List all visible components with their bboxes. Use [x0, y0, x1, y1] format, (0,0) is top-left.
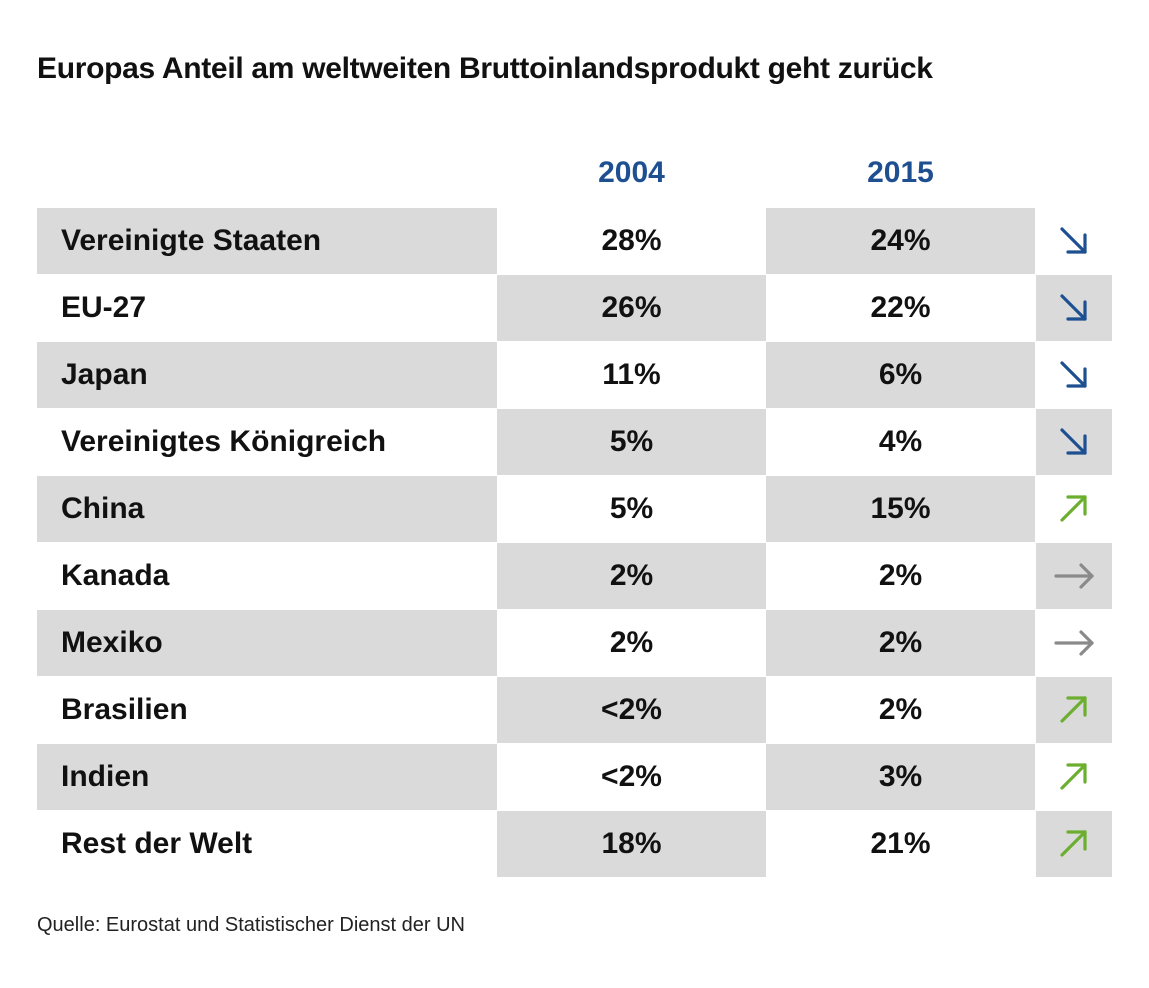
arrow-down-right-icon: [1060, 227, 1087, 254]
source-note: Quelle: Eurostat und Statistischer Diens…: [37, 914, 465, 936]
value-2004: 11%: [602, 358, 661, 391]
value-2015: 24%: [766, 208, 1035, 274]
value-2004: 5%: [609, 492, 654, 525]
value-2004: 2%: [497, 543, 766, 609]
arrow-up-right-icon: [1060, 696, 1087, 723]
row-label: Rest der Welt: [61, 827, 253, 860]
value-2015: 21%: [870, 827, 931, 860]
value-2004: 5%: [497, 409, 766, 475]
row-label: Vereinigtes Königreich: [61, 425, 387, 458]
row-label: Kanada: [61, 559, 170, 592]
arrow-right-icon: [1054, 563, 1094, 589]
value-2015: 2%: [766, 610, 1035, 676]
arrow-down-right-icon: [1060, 428, 1087, 455]
value-2015: 2%: [878, 693, 923, 726]
arrow-right-icon: [1054, 630, 1094, 656]
row-label: Indien: [37, 744, 497, 810]
row-label: Vereinigte Staaten: [37, 208, 497, 274]
column-header-2015: 2015: [867, 156, 934, 189]
row-label: China: [37, 476, 497, 542]
arrow-down-right-icon: [1060, 361, 1087, 388]
row-label: Japan: [37, 342, 497, 408]
row-label: Brasilien: [61, 693, 188, 726]
arrow-up-right-icon: [1060, 830, 1087, 857]
arrow-up-right-icon: [1060, 495, 1087, 522]
trend-cell: [1036, 208, 1112, 274]
trend-cell: [1036, 476, 1112, 542]
value-2015: 3%: [766, 744, 1035, 810]
row-label: EU-27: [61, 291, 147, 324]
row-label: Mexiko: [37, 610, 497, 676]
value-2015: 2%: [878, 559, 923, 592]
value-2004: 26%: [497, 275, 766, 341]
value-2015: 15%: [766, 476, 1035, 542]
value-2004: <2%: [601, 760, 662, 793]
trend-cell: [1036, 275, 1112, 341]
trend-cell: [1036, 543, 1112, 609]
trend-cell: [1036, 744, 1112, 810]
value-2004: 28%: [601, 224, 662, 257]
trend-cell: [1036, 409, 1112, 475]
trend-cell: [1036, 610, 1112, 676]
value-2015: 22%: [870, 291, 931, 324]
trend-cell: [1036, 677, 1112, 743]
trend-cell: [1036, 811, 1112, 877]
value-2004: 2%: [609, 626, 654, 659]
column-header-2004: 2004: [598, 156, 665, 189]
arrow-down-right-icon: [1060, 294, 1087, 321]
value-2015: 4%: [878, 425, 923, 458]
value-2015: 6%: [766, 342, 1035, 408]
value-2004: <2%: [497, 677, 766, 743]
trend-cell: [1036, 342, 1112, 408]
arrow-up-right-icon: [1060, 763, 1087, 790]
value-2004: 18%: [497, 811, 766, 877]
chart-title: Europas Anteil am weltweiten Bruttoinlan…: [37, 52, 933, 85]
